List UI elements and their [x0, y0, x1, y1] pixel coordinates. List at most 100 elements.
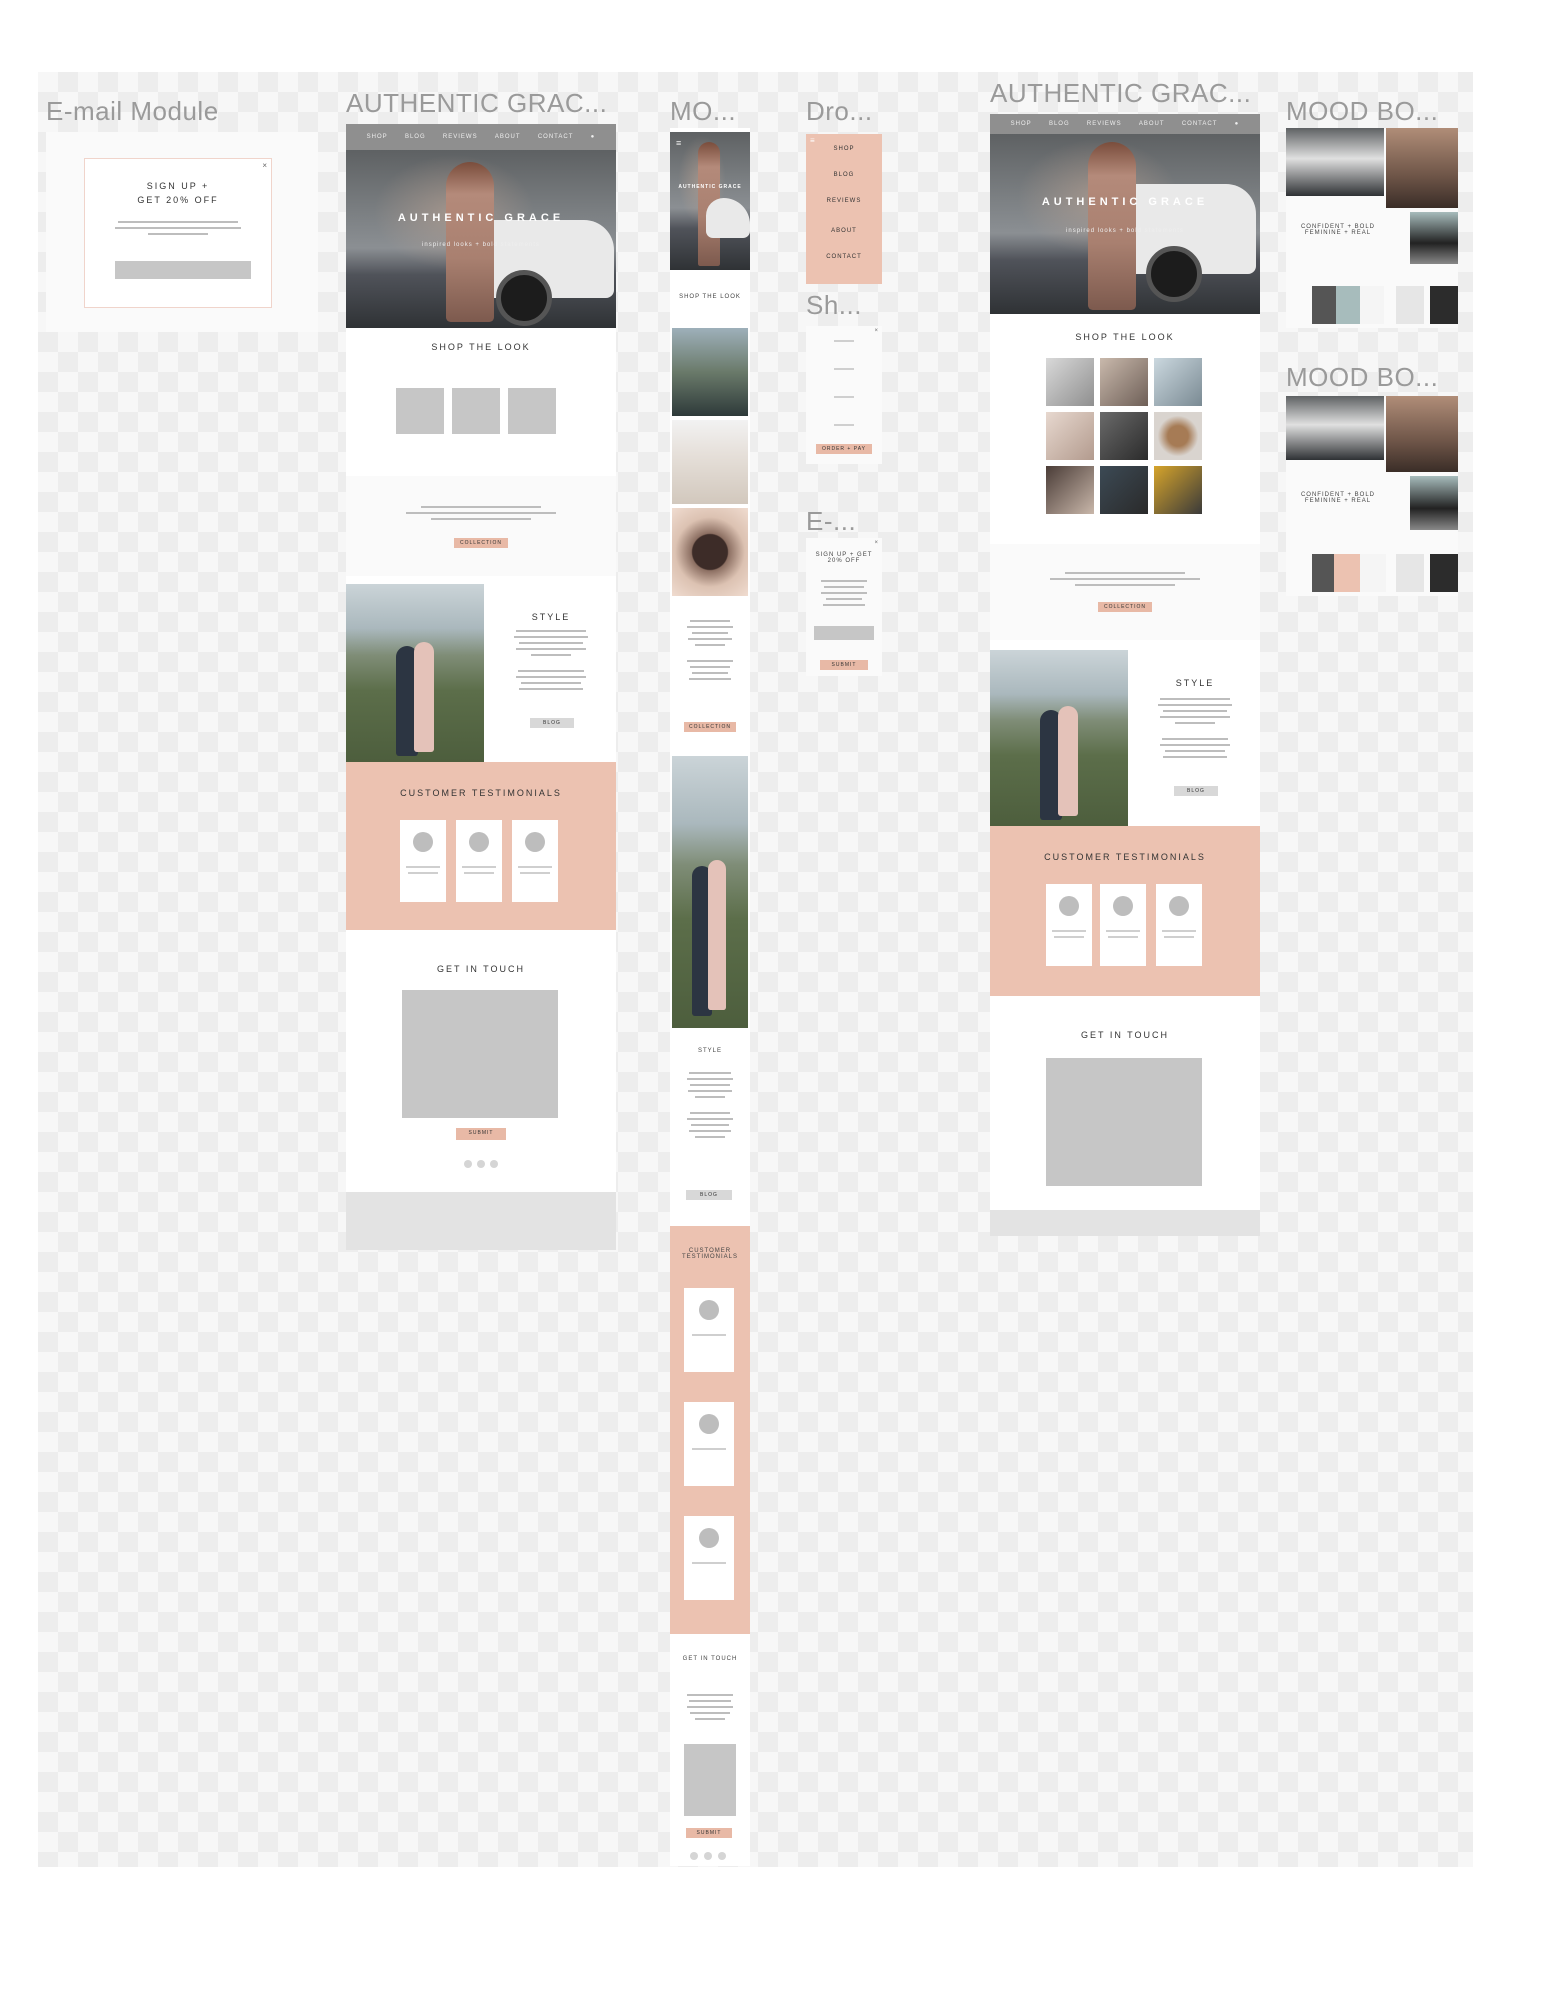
look-photo-6[interactable]	[1154, 412, 1202, 460]
mood-board-2-frame[interactable]: CONFIDENT + BOLD FEMININE + REAL	[1286, 396, 1458, 596]
mood-photo-model	[1386, 396, 1458, 472]
look-photo-5[interactable]	[1100, 412, 1148, 460]
mobile-social-dot-1[interactable]	[690, 1852, 698, 1860]
nav-reviews[interactable]: REVIEWS	[1086, 121, 1122, 127]
mobile-testimonial-1	[684, 1288, 734, 1372]
mobile-collection-button[interactable]: COLLECTION	[684, 722, 736, 732]
look-photo-4[interactable]	[1046, 412, 1094, 460]
cart-icon[interactable]: ●	[1234, 121, 1240, 127]
hamburger-icon[interactable]: ≡	[676, 138, 682, 148]
email-small-heading: SIGN UP + GET 20% OFF	[815, 552, 873, 564]
get-in-touch-title: GET IN TOUCH	[436, 964, 525, 974]
look-photo-7[interactable]	[1046, 466, 1094, 514]
testimonial-card-1	[1046, 884, 1092, 966]
desktop-1-frame[interactable]: SHOP BLOG REVIEWS ABOUT CONTACT ● AUTHEN…	[346, 124, 616, 1250]
footer	[346, 1192, 616, 1250]
dropdown-item-reviews[interactable]: REVIEWS	[826, 198, 862, 204]
submit-button[interactable]: SUBMIT	[456, 1128, 506, 1140]
nav-about[interactable]: ABOUT	[1138, 121, 1165, 127]
dropdown-item-about[interactable]: ABOUT	[831, 228, 857, 234]
nav-contact[interactable]: CONTACT	[1181, 121, 1218, 127]
dropdown-item-shop[interactable]: SHOP	[833, 146, 855, 152]
frame-title-desktop-2[interactable]: AUTHENTIC GRAC...	[990, 78, 1252, 108]
blog-button[interactable]: BLOG	[530, 718, 574, 728]
look-photo-9[interactable]	[1154, 466, 1202, 514]
mobile-social-dot-3[interactable]	[718, 1852, 726, 1860]
look-photo-1[interactable]	[1046, 358, 1094, 406]
mobile-social-dot-2[interactable]	[704, 1852, 712, 1860]
style-title: STYLE	[531, 612, 571, 622]
testimonials-section: CUSTOMER TESTIMONIALS	[990, 826, 1260, 996]
email-popup-card: × SIGN UP + GET 20% OFF	[84, 158, 272, 308]
mobile-testimonials-title: CUSTOMER TESTIMONIALS	[681, 1248, 738, 1260]
blog-button[interactable]: BLOG	[1174, 786, 1218, 796]
collection-button[interactable]: COLLECTION	[1098, 602, 1152, 612]
dropdown-item-contact[interactable]: CONTACT	[826, 254, 862, 260]
desktop-2-frame[interactable]: SHOP BLOG REVIEWS ABOUT CONTACT ● AUTHEN…	[990, 114, 1260, 1236]
order-pay-button[interactable]: ORDER + PAY	[816, 444, 872, 454]
nav-shop[interactable]: SHOP	[1010, 121, 1032, 127]
avatar	[469, 832, 489, 852]
avatar	[525, 832, 545, 852]
look-photo-3[interactable]	[1154, 358, 1202, 406]
email-small-submit[interactable]: SUBMIT	[820, 660, 868, 670]
close-icon[interactable]: ×	[262, 161, 267, 170]
couple-figure-1	[1040, 710, 1062, 820]
shop-item-2[interactable]	[452, 388, 500, 434]
nav-shop[interactable]: SHOP	[366, 134, 388, 140]
cart-icon[interactable]: ●	[590, 134, 596, 140]
mobile-blog-button[interactable]: BLOG	[686, 1190, 732, 1200]
contact-form-placeholder[interactable]	[402, 990, 558, 1118]
frame-title-mood-board-1[interactable]: MOOD BO...	[1286, 96, 1439, 126]
social-dot-3[interactable]	[490, 1160, 498, 1168]
testimonial-line	[1052, 930, 1086, 932]
shop-item-1[interactable]	[396, 388, 444, 434]
palette-swatch-4	[1396, 286, 1424, 324]
shop-the-look-title: SHOP THE LOOK	[431, 342, 531, 352]
mobile-frame[interactable]: AUTHENTIC GRACE ≡ SHOP THE LOOK COLLECTI…	[670, 128, 750, 1866]
testimonials-title: CUSTOMER TESTIMONIALS	[400, 788, 562, 798]
social-dot-1[interactable]	[464, 1160, 472, 1168]
close-icon[interactable]: ×	[874, 540, 878, 546]
frame-title-mobile[interactable]: MO...	[670, 96, 737, 126]
style-text	[506, 626, 596, 694]
nav-reviews[interactable]: REVIEWS	[442, 134, 478, 140]
email-small-input[interactable]	[814, 626, 874, 640]
mobile-look-photo-3[interactable]	[672, 508, 748, 596]
close-icon[interactable]: ≡	[810, 136, 815, 145]
hero-wheel	[496, 270, 552, 326]
collection-button[interactable]: COLLECTION	[454, 538, 508, 548]
email-small-frame[interactable]: × SIGN UP + GET 20% OFF SUBMIT	[806, 538, 882, 676]
nav-blog[interactable]: BLOG	[1048, 121, 1070, 127]
frame-title-desktop-1[interactable]: AUTHENTIC GRAC...	[346, 88, 608, 118]
nav-about[interactable]: ABOUT	[494, 134, 521, 140]
mobile-look-photo-2[interactable]	[672, 420, 748, 504]
dropdown-item-blog[interactable]: BLOG	[833, 172, 855, 178]
shop-frame[interactable]: × ORDER + PAY	[806, 326, 882, 464]
close-icon[interactable]: ×	[874, 328, 878, 334]
shop-item-3[interactable]	[508, 388, 556, 434]
mood-photo-dress	[1410, 212, 1458, 264]
frame-title-mood-board-2[interactable]: MOOD BO...	[1286, 362, 1439, 392]
frame-title-email-module[interactable]: E-mail Module	[46, 96, 219, 126]
frame-title-dropdown[interactable]: Dro...	[806, 96, 873, 126]
nav-contact[interactable]: CONTACT	[537, 134, 574, 140]
mobile-look-photo-1[interactable]	[672, 328, 748, 416]
shop-line	[834, 396, 854, 398]
email-input[interactable]	[115, 261, 251, 279]
frame-title-shop[interactable]: Sh...	[806, 290, 862, 320]
email-module-frame[interactable]: × SIGN UP + GET 20% OFF	[46, 132, 318, 332]
mobile-contact-form[interactable]	[684, 1744, 736, 1816]
frame-title-email-small[interactable]: E-...	[806, 506, 857, 536]
look-photo-8[interactable]	[1100, 466, 1148, 514]
mood-board-1-frame[interactable]: CONFIDENT + BOLD FEMININE + REAL	[1286, 128, 1458, 328]
nav-blog[interactable]: BLOG	[404, 134, 426, 140]
look-photo-2[interactable]	[1100, 358, 1148, 406]
contact-form-placeholder[interactable]	[1046, 1058, 1202, 1186]
hero-model	[1088, 142, 1136, 310]
social-dot-2[interactable]	[477, 1160, 485, 1168]
dropdown-frame[interactable]: ≡ SHOP BLOG REVIEWS ABOUT CONTACT	[806, 134, 882, 284]
testimonial-card-2	[456, 820, 502, 902]
mobile-submit-button[interactable]: SUBMIT	[686, 1828, 732, 1838]
avatar	[699, 1528, 719, 1548]
